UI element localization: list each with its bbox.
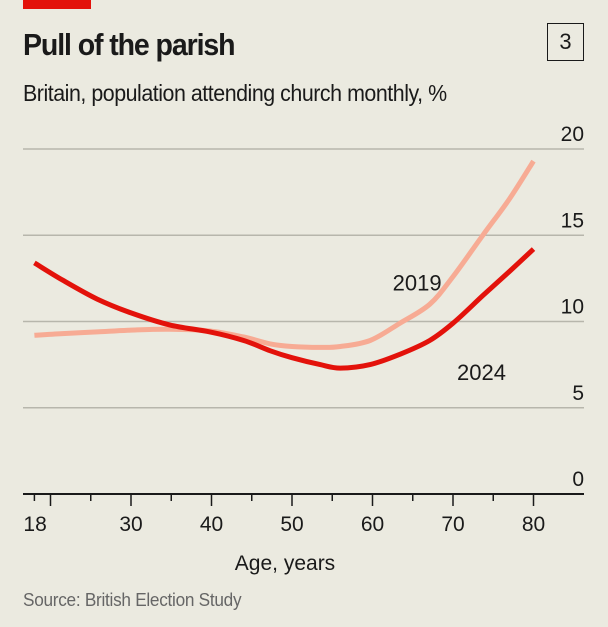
y-tick-label-0: 0 [572, 468, 584, 491]
y-tick-label-20: 20 [561, 123, 584, 146]
x-tick-label-30: 30 [119, 513, 142, 536]
series-line-2019 [34, 159, 536, 350]
y-tick-label-10: 10 [561, 296, 584, 319]
series-label-2019: 2019 [393, 270, 442, 295]
y-tick-label-15: 15 [561, 209, 584, 232]
chart-number-badge: 3 [547, 23, 584, 61]
series-label-2024: 2024 [457, 360, 506, 385]
series-line-2024 [33, 247, 536, 371]
x-axis: 18 30 40 50 60 70 80 [23, 493, 584, 536]
brand-accent-bar [23, 0, 91, 9]
x-tick-label-70: 70 [441, 513, 464, 536]
y-tick-label-5: 5 [572, 382, 584, 405]
x-tick-label-50: 50 [280, 513, 303, 536]
x-axis-title: Age, years [235, 552, 335, 575]
y-axis-labels: 0 5 10 15 20 [561, 123, 584, 491]
x-tick-label-18: 18 [23, 513, 46, 536]
x-tick-label-60: 60 [361, 513, 384, 536]
chart-title: Pull of the parish [23, 27, 236, 62]
series-labels: 2019 2024 [393, 270, 506, 385]
source-note: Source: British Election Study [23, 589, 242, 610]
x-tick-label-80: 80 [522, 513, 545, 536]
chart-subtitle: Britain, population attending church mon… [23, 80, 447, 106]
series-lines [33, 159, 536, 371]
gridlines [23, 148, 584, 409]
x-tick-label-40: 40 [200, 513, 223, 536]
